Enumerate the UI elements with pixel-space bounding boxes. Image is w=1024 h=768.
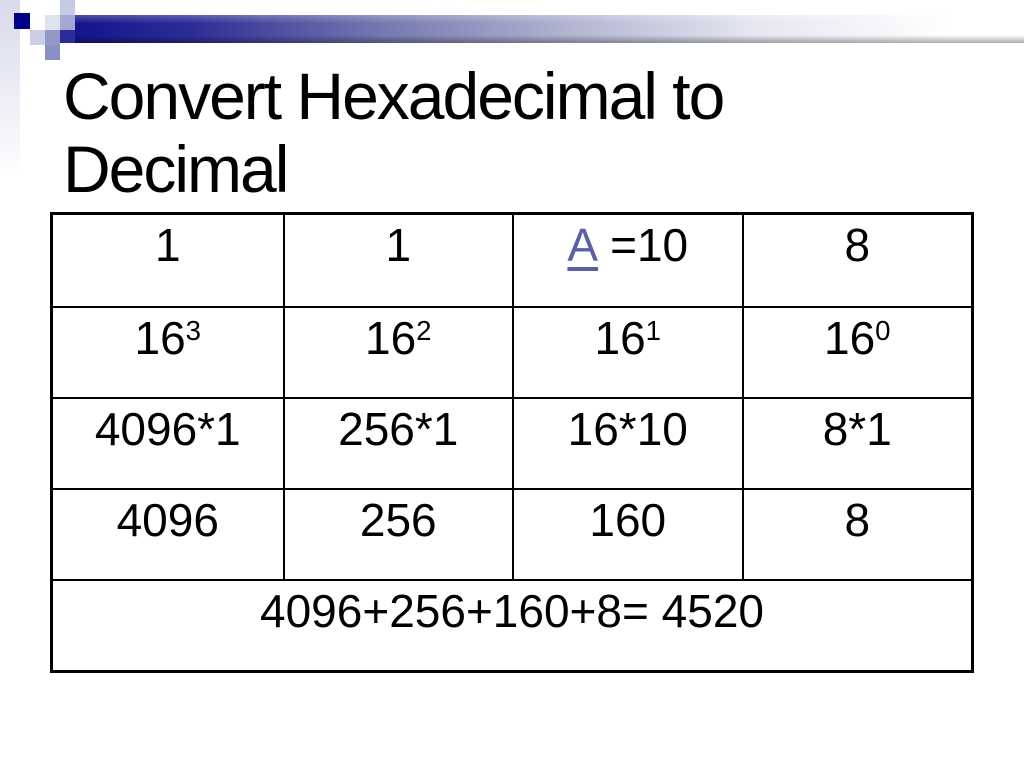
deco-square <box>60 30 75 43</box>
deco-square <box>45 45 60 60</box>
power-exponent: 2 <box>416 314 432 346</box>
table-cell: 256 <box>282 490 513 579</box>
power-exponent: 3 <box>185 314 202 346</box>
page-title-line2: Decimal <box>63 132 289 206</box>
table-cell: 4096*1 <box>94 403 241 455</box>
deco-square <box>45 30 60 45</box>
hex-a-link[interactable]: A <box>567 219 599 271</box>
table-cell: 4096 <box>116 494 219 546</box>
table-cell: 1 <box>154 219 181 271</box>
power-exponent: 1 <box>645 314 662 346</box>
table-row-digits: 1 1 A =10 8 <box>53 215 971 306</box>
page-title-line1: Convert Hexadecimal to <box>63 59 725 133</box>
page-title: Convert Hexadecimal to Decimal <box>63 59 725 206</box>
table-cell: 8*1 <box>741 399 972 488</box>
deco-square-navy <box>14 13 30 29</box>
table-cell: 8 <box>741 215 972 306</box>
table-cell: 16*10 <box>512 399 742 488</box>
deco-square <box>60 0 75 15</box>
left-gradient-strip <box>0 0 20 178</box>
table-cell: 1 <box>282 215 513 306</box>
table-row-products: 4096*1 256*1 16*10 8*1 <box>53 397 971 488</box>
power-base: 16 <box>823 312 876 364</box>
table-cell-power: 161 <box>512 308 742 397</box>
table-cell-hex-a: A =10 <box>512 215 742 306</box>
power-base: 16 <box>134 312 186 364</box>
power-base: 16 <box>594 312 646 364</box>
power-base: 16 <box>364 312 417 364</box>
table-cell: 256*1 <box>282 399 513 488</box>
deco-square <box>60 15 75 30</box>
table-cell-power: 162 <box>282 308 513 397</box>
top-gradient-bar <box>75 15 1024 43</box>
deco-square <box>30 30 45 45</box>
table-cell-power: 163 <box>53 308 283 397</box>
table-cell: 8 <box>741 490 972 579</box>
table-row-values: 4096 256 160 8 <box>53 488 971 579</box>
table-cell-power: 160 <box>741 308 972 397</box>
table-cell: 160 <box>512 490 742 579</box>
power-exponent: 0 <box>875 314 891 346</box>
conversion-table: 1 1 A =10 8 163 162 161 160 4096*1 256*1 … <box>50 212 974 673</box>
table-row-sum: 4096+256+160+8= 4520 <box>53 579 971 670</box>
deco-square <box>45 15 60 30</box>
hex-a-value: =10 <box>610 219 689 271</box>
table-cell-sum: 4096+256+160+8= 4520 <box>260 585 764 637</box>
table-row-powers: 163 162 161 160 <box>53 306 971 397</box>
